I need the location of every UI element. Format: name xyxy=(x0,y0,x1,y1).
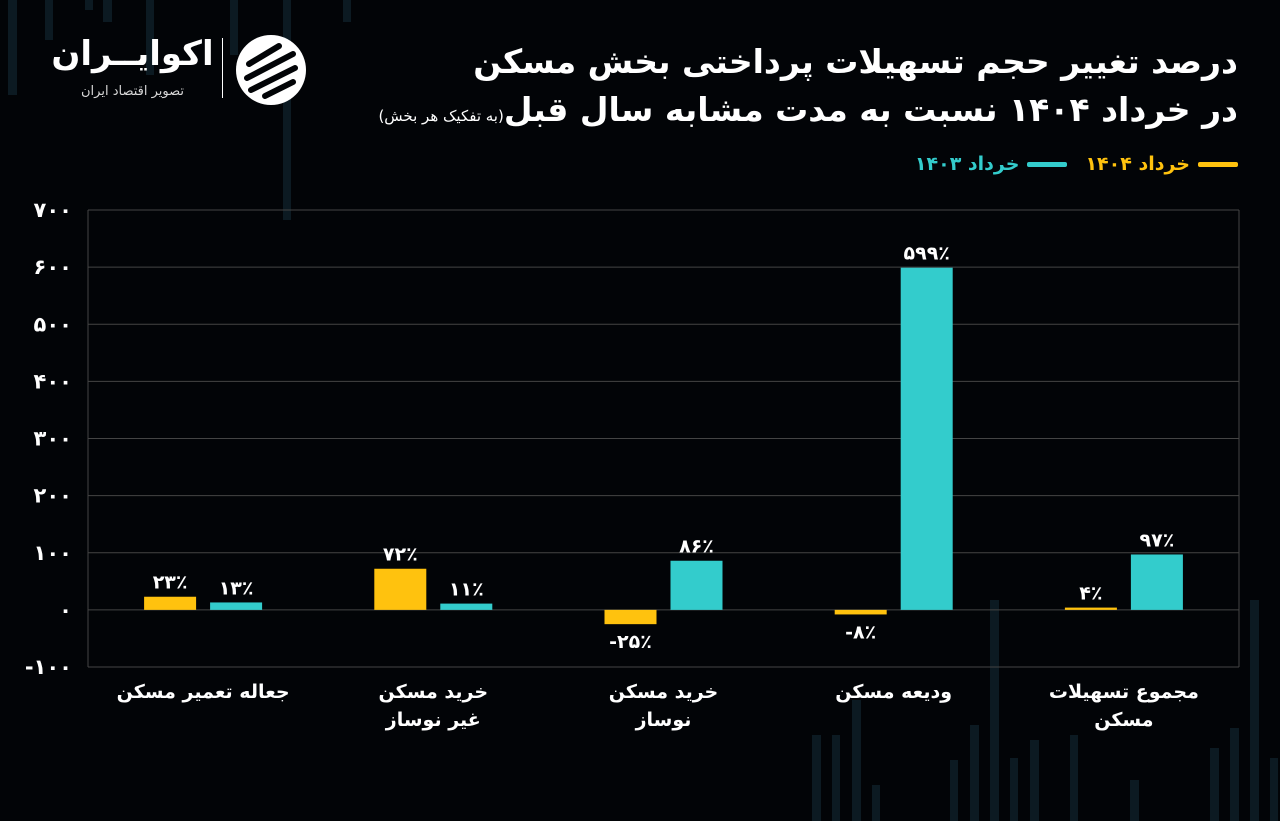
data-label: -۲۵٪ xyxy=(609,631,652,653)
data-label: ۱۱٪ xyxy=(449,579,484,601)
chart-legend: خرداد ۱۴۰۴ خرداد ۱۴۰۳ xyxy=(915,153,1238,175)
bar xyxy=(374,568,427,610)
y-axis-ticks: -۱۰۰ ۰ ۱۰۰ ۲۰۰ ۳۰۰ ۴۰۰ ۵۰۰ ۶۰۰ ۷۰۰ xyxy=(25,198,72,679)
logo-divider xyxy=(222,38,223,98)
x-tick-label: خرید مسکن xyxy=(609,681,718,703)
data-label: ۹۷٪ xyxy=(1140,529,1175,551)
data-labels: ۲۳٪ ۱۳٪ ۷۲٪ ۱۱٪ -۲۵٪ ۸۶٪ -۸٪ ۵۹۹٪ ۴٪ ۹۷٪ xyxy=(153,243,1175,653)
bar xyxy=(670,560,723,610)
y-tick-label: ۴۰۰ xyxy=(34,369,72,393)
bar xyxy=(900,267,953,610)
x-tick-label: غیر نوساز xyxy=(385,709,481,731)
data-label: ۷۲٪ xyxy=(383,544,418,566)
bars xyxy=(144,267,1183,625)
y-tick-label: ۳۰۰ xyxy=(34,427,72,451)
x-tick-label: مسکن xyxy=(1094,709,1153,731)
legend-swatch-1403 xyxy=(1027,161,1068,167)
y-tick-label: -۱۰۰ xyxy=(25,655,72,679)
legend-item-1404: خرداد ۱۴۰۴ xyxy=(1085,153,1238,175)
legend-label-1403: خرداد ۱۴۰۳ xyxy=(914,153,1020,175)
y-tick-label: ۵۰۰ xyxy=(34,312,72,336)
logo-name: اکوایــران xyxy=(51,34,214,74)
bar xyxy=(1064,607,1117,610)
grid-lines xyxy=(87,209,1240,668)
data-label: -۸٪ xyxy=(845,621,876,643)
data-label: ۱۳٪ xyxy=(219,577,254,599)
bar xyxy=(604,609,657,625)
x-tick-label: مجموع تسهیلات xyxy=(1049,681,1199,703)
data-label: ۴٪ xyxy=(1079,583,1102,605)
x-axis-labels: جعاله تعمیر مسکن خرید مسکن غیر نوساز خرید م… xyxy=(117,681,1199,731)
legend-swatch-1404 xyxy=(1198,161,1238,167)
chart-title-line1: درصد تغییر حجم تسهیلات پرداختی بخش مسکن xyxy=(473,42,1238,81)
legend-item-1403: خرداد ۱۴۰۳ xyxy=(915,153,1068,175)
y-tick-label: ۱۰۰ xyxy=(34,541,72,565)
y-tick-label: ۲۰۰ xyxy=(34,484,72,508)
brand-logo: اکوایــران تصویر اقتصاد ایران xyxy=(50,34,310,106)
data-label: ۵۹۹٪ xyxy=(904,243,950,265)
logo-mark-icon xyxy=(236,35,306,105)
data-label: ۲۳٪ xyxy=(153,572,188,594)
y-tick-label: ۶۰۰ xyxy=(34,255,72,279)
chart-title: درصد تغییر حجم تسهیلات پرداختی بخش مسکن … xyxy=(378,38,1238,140)
x-tick-label: جعاله تعمیر مسکن xyxy=(117,681,290,703)
logo-tagline: تصویر اقتصاد ایران xyxy=(81,84,184,99)
x-tick-label: ودیعه مسکن xyxy=(835,681,952,703)
bar xyxy=(144,596,197,610)
x-tick-label: خرید مسکن xyxy=(379,681,488,703)
x-tick-label: نوساز xyxy=(635,709,692,731)
chart-title-line2: در خرداد ۱۴۰۴ نسبت به مدت مشابه سال قبل(… xyxy=(378,86,1238,140)
y-tick-label: ۰ xyxy=(59,598,72,622)
bar xyxy=(834,609,887,615)
chart-subtitle: (به تفکیک هر بخش) xyxy=(378,107,504,125)
bar xyxy=(440,603,493,610)
bar xyxy=(210,602,263,610)
legend-label-1404: خرداد ۱۴۰۴ xyxy=(1085,153,1190,175)
y-tick-label: ۷۰۰ xyxy=(34,198,72,222)
bar xyxy=(1130,554,1183,610)
chart-title-line2-text: در خرداد ۱۴۰۴ نسبت به مدت مشابه سال قبل xyxy=(503,90,1238,129)
data-label: ۸۶٪ xyxy=(679,536,714,558)
